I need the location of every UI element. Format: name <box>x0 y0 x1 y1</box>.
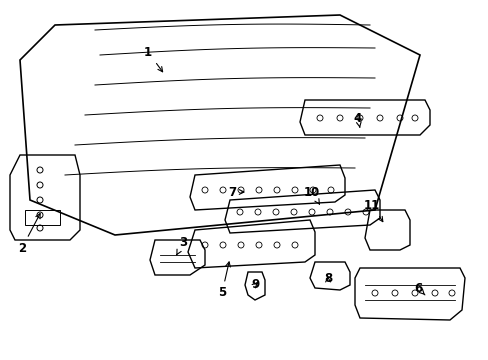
Text: 11: 11 <box>363 198 382 222</box>
Text: 3: 3 <box>176 237 187 255</box>
Text: 7: 7 <box>227 185 244 198</box>
Text: 10: 10 <box>303 185 320 204</box>
Text: 9: 9 <box>250 279 259 292</box>
Text: 5: 5 <box>218 262 230 300</box>
Text: 4: 4 <box>353 112 362 127</box>
Text: 6: 6 <box>413 282 424 295</box>
Text: 1: 1 <box>143 45 163 72</box>
Text: 2: 2 <box>18 213 40 255</box>
Text: 8: 8 <box>323 271 331 284</box>
